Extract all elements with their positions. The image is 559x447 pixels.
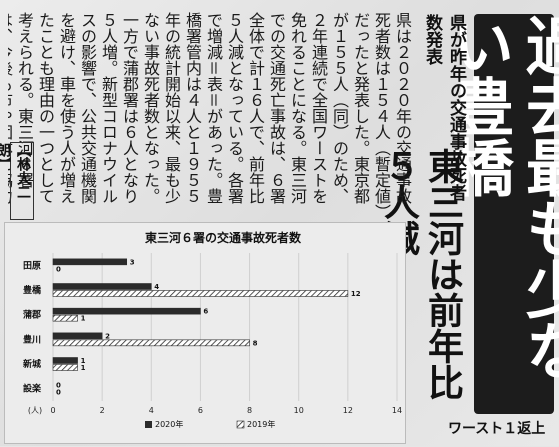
sub-headline: 東三河は前年比５人減	[378, 148, 464, 400]
x-tick-label: 0	[50, 406, 55, 415]
bottom-tag: ワースト１返上	[448, 421, 546, 437]
legend-label-2020: 2020年	[155, 419, 183, 429]
legend-label-2019: 2019年	[247, 419, 275, 429]
headline: 過去最も少ない豊橋	[441, 14, 559, 380]
article-body: 県は２０２０年の交通事故死者数は１５４人（暫定値）だったと発表した。東京都が１５…	[8, 12, 412, 212]
data-label: 2	[105, 332, 110, 340]
category-label: 田原	[23, 260, 41, 271]
data-label: 0	[56, 265, 61, 273]
data-label: 3	[130, 258, 135, 266]
chart-title: 東三河６署の交通事故死者数	[145, 231, 302, 245]
x-tick-label: 14	[392, 406, 402, 415]
legend-swatch-2020	[145, 421, 152, 428]
bar-2020	[52, 332, 103, 340]
data-label: 12	[351, 290, 361, 298]
data-label: 0	[56, 389, 61, 397]
data-label: 1	[81, 315, 86, 323]
x-tick-label: 8	[247, 406, 252, 415]
data-label: 6	[203, 308, 208, 316]
bar-2020	[52, 283, 152, 290]
sub-title-text: 県が昨年の交通事故死者数発表	[422, 14, 466, 201]
x-tick-label: 12	[343, 406, 353, 415]
category-label: 豊橋	[23, 284, 42, 296]
data-label: 1	[81, 364, 86, 372]
x-tick-label: 10	[294, 406, 304, 415]
bar-2020	[52, 307, 201, 315]
category-label: 豊川	[23, 333, 41, 345]
category-label: 設楽	[23, 383, 42, 395]
data-label: 1	[81, 357, 86, 365]
bar-2019	[52, 339, 250, 347]
legend-swatch-2019	[236, 420, 245, 429]
bar-2020	[52, 357, 78, 364]
bar-2019	[52, 364, 78, 371]
bar-2019	[52, 314, 78, 322]
byline: 【林大二朗】	[0, 142, 34, 220]
x-tick-label: 4	[149, 406, 154, 415]
category-label: 蒲郡	[23, 309, 41, 321]
x-tick-label: 6	[198, 406, 203, 415]
headline-box: 過去最も少ない豊橋	[441, 14, 559, 414]
chart-container: 東三河６署の交通事故死者数 0 2 4 6 8 10 12 14 (人) 田原 3 0 豊橋 4 12 蒲郡 6…	[4, 222, 406, 444]
bar-2020	[52, 258, 128, 266]
data-label: 4	[154, 283, 159, 291]
bar-2019	[52, 290, 349, 297]
data-label: 8	[253, 339, 258, 347]
unit-label: (人)	[28, 406, 42, 415]
sub-title: 県が昨年の交通事故死者数発表	[420, 14, 472, 214]
category-label: 新城	[23, 358, 41, 370]
data-label: 0	[56, 382, 61, 390]
x-tick-label: 2	[100, 406, 105, 415]
